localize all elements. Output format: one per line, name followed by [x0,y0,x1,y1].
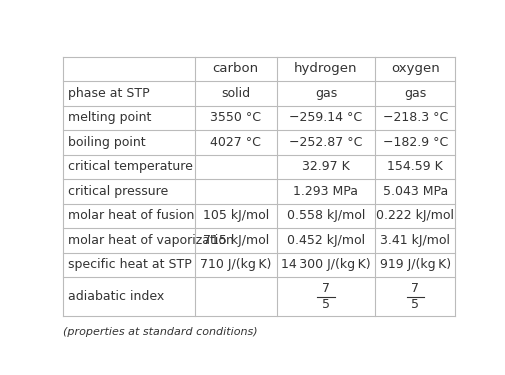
Text: phase at STP: phase at STP [68,87,149,100]
Text: −218.3 °C: −218.3 °C [382,111,447,125]
Text: 0.558 kJ/mol: 0.558 kJ/mol [286,209,365,222]
Text: melting point: melting point [68,111,152,125]
Text: 0.452 kJ/mol: 0.452 kJ/mol [286,234,364,247]
Text: −182.9 °C: −182.9 °C [382,136,447,149]
Text: solid: solid [221,87,250,100]
Text: −259.14 °C: −259.14 °C [289,111,362,125]
Text: specific heat at STP: specific heat at STP [68,258,192,272]
Text: (properties at standard conditions): (properties at standard conditions) [63,327,258,336]
Text: 5: 5 [321,298,329,311]
Text: gas: gas [314,87,336,100]
Text: 7: 7 [321,282,329,295]
Text: 715 kJ/mol: 715 kJ/mol [203,234,268,247]
Text: 4027 °C: 4027 °C [210,136,261,149]
Text: 5: 5 [411,298,418,311]
Text: −252.87 °C: −252.87 °C [289,136,362,149]
Text: critical temperature: critical temperature [68,160,193,173]
Text: boiling point: boiling point [68,136,145,149]
Text: 7: 7 [411,282,418,295]
Text: 5.043 MPa: 5.043 MPa [382,185,447,198]
Text: hydrogen: hydrogen [294,62,357,75]
Text: 0.222 kJ/mol: 0.222 kJ/mol [375,209,453,222]
Text: 3550 °C: 3550 °C [210,111,261,125]
Text: adiabatic index: adiabatic index [68,290,164,303]
Text: 3.41 kJ/mol: 3.41 kJ/mol [379,234,449,247]
Text: gas: gas [403,87,426,100]
Text: 919 J/(kg K): 919 J/(kg K) [379,258,450,272]
Text: 105 kJ/mol: 105 kJ/mol [203,209,268,222]
Text: 710 J/(kg K): 710 J/(kg K) [199,258,271,272]
Text: molar heat of vaporization: molar heat of vaporization [68,234,234,247]
Text: 1.293 MPa: 1.293 MPa [293,185,358,198]
Text: 32.97 K: 32.97 K [301,160,349,173]
Text: 154.59 K: 154.59 K [386,160,442,173]
Text: critical pressure: critical pressure [68,185,168,198]
Text: 14 300 J/(kg K): 14 300 J/(kg K) [281,258,370,272]
Text: oxygen: oxygen [390,62,439,75]
Text: molar heat of fusion: molar heat of fusion [68,209,194,222]
Text: carbon: carbon [212,62,259,75]
